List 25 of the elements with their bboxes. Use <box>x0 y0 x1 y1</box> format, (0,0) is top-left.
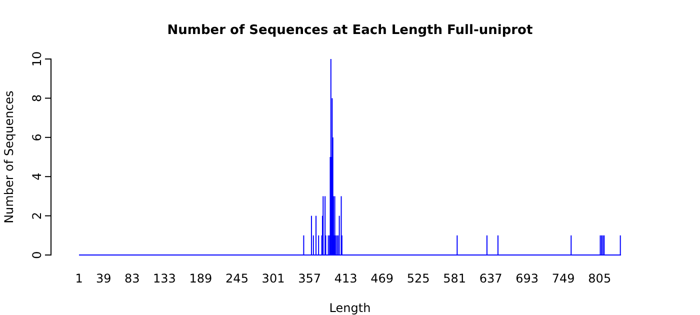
y-tick-label: 10 <box>30 51 44 67</box>
y-tick-label: 2 <box>30 212 44 220</box>
x-tick-label: 39 <box>96 272 112 286</box>
y-tick-label: 4 <box>30 172 44 180</box>
x-tick-label: 301 <box>262 272 285 286</box>
y-axis-title: Number of Sequences <box>2 90 16 224</box>
x-tick-label: 693 <box>516 272 539 286</box>
x-tick-label: 805 <box>588 272 612 286</box>
y-tick-label: 6 <box>30 134 44 142</box>
x-tick-label: 469 <box>370 272 394 286</box>
y-tick-label: 8 <box>30 94 44 102</box>
x-tick-label: 525 <box>406 272 430 286</box>
chart-title: Number of Sequences at Each Length Full-uniprot <box>167 23 533 38</box>
x-tick-label: 749 <box>552 272 575 286</box>
x-tick-label: 133 <box>153 272 176 286</box>
x-tick-label: 581 <box>443 272 466 286</box>
y-tick-label: 0 <box>30 251 44 259</box>
x-tick-label: 189 <box>189 272 212 286</box>
x-tick-label: 637 <box>479 272 502 286</box>
x-tick-label: 357 <box>298 272 321 286</box>
x-tick-label: 413 <box>334 272 358 286</box>
x-tick-label: 1 <box>75 272 83 286</box>
x-axis-title: Length <box>329 301 371 315</box>
x-tick-label: 245 <box>226 272 248 286</box>
x-tick-label: 83 <box>124 272 140 286</box>
